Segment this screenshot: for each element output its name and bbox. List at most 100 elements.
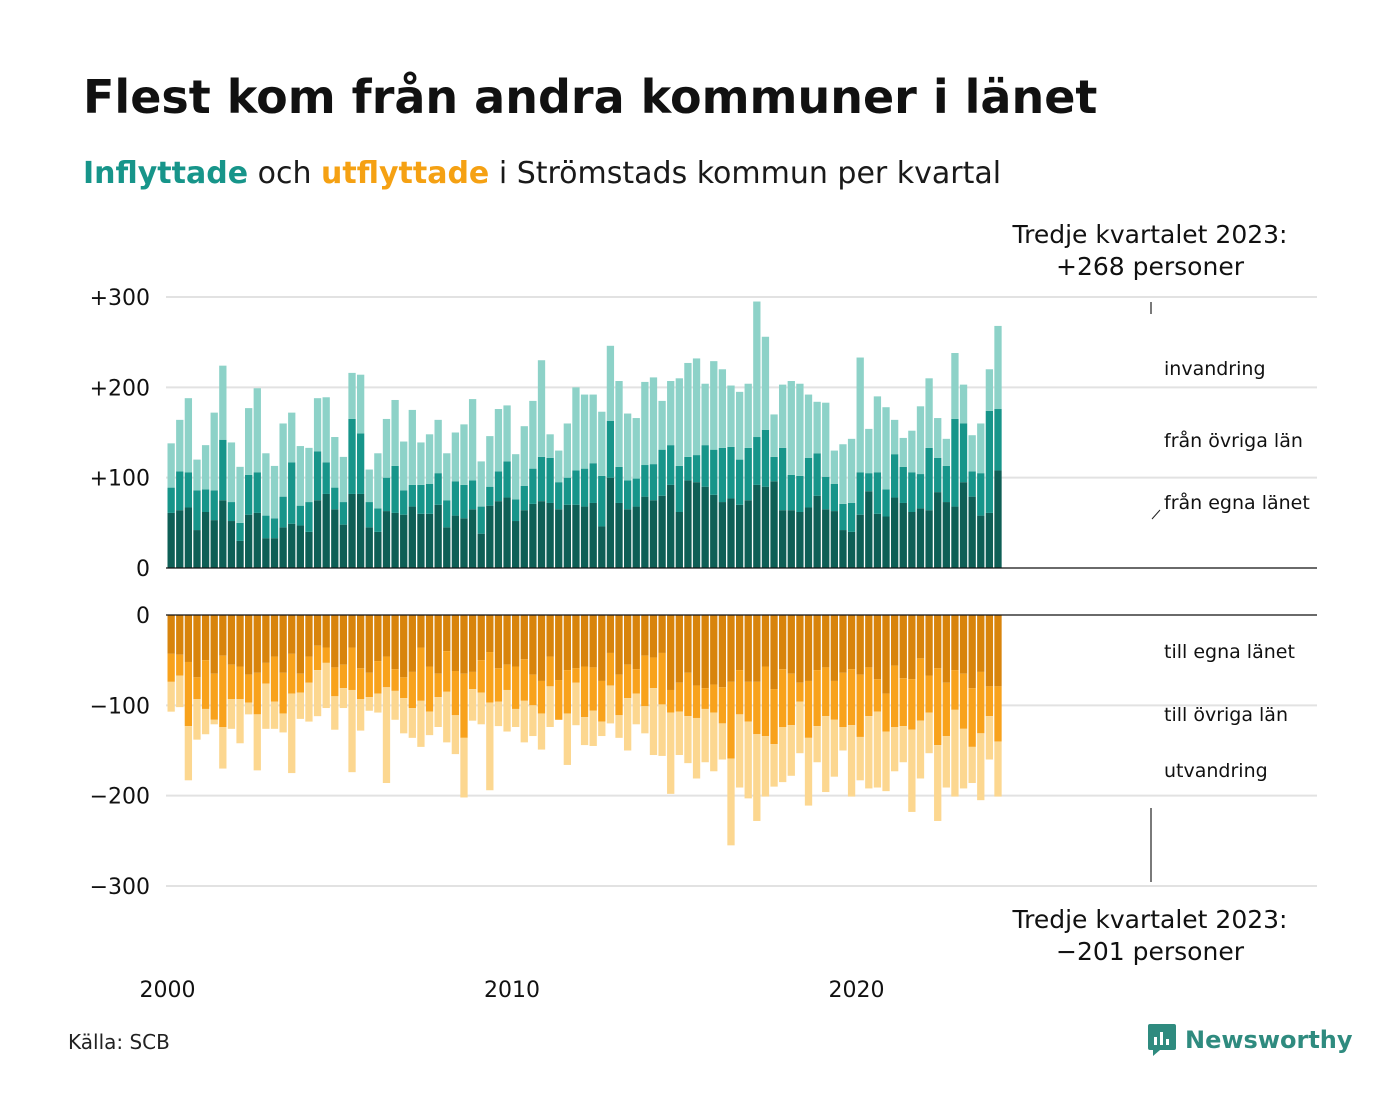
bar-out-same-county	[916, 615, 925, 659]
bar-in-other-county	[219, 439, 227, 501]
bar-in-immigration	[425, 434, 434, 484]
bar-out-emigration	[451, 715, 460, 755]
bar-out-other-county	[649, 657, 658, 689]
bar-out-emigration	[356, 699, 365, 731]
subtitle-inflow-keyword: Inflyttade	[83, 156, 249, 191]
bar-out-same-county	[735, 615, 744, 671]
bar-out-emigration	[572, 682, 580, 726]
bar-out-same-county	[322, 615, 330, 648]
bar-out-other-county	[942, 682, 950, 737]
bar-in-same-county	[873, 513, 882, 568]
bar-out-other-county	[968, 688, 976, 747]
source-note: Källa: SCB	[68, 1030, 170, 1054]
bar-out-other-county	[916, 658, 925, 721]
bar-in-other-county	[184, 472, 193, 508]
bar-in-immigration	[580, 394, 589, 469]
bar-out-other-county	[512, 666, 520, 709]
newsworthy-logo-icon	[1148, 1024, 1176, 1056]
annotation-bottom-line2: −201 personer	[1056, 937, 1245, 966]
bar-in-other-county	[830, 483, 839, 512]
bar-out-same-county	[227, 615, 236, 665]
bar-out-same-county	[391, 615, 399, 670]
bar-out-other-county	[796, 682, 804, 702]
bar-out-emigration	[761, 736, 770, 797]
bar-in-other-county	[296, 505, 304, 526]
bar-in-other-county	[580, 468, 589, 507]
bar-in-immigration	[649, 377, 658, 465]
bar-out-same-county	[761, 615, 770, 667]
bar-out-emigration	[839, 727, 847, 751]
bar-out-same-county	[787, 615, 795, 674]
bar-out-same-county	[899, 615, 907, 679]
bar-in-immigration	[546, 434, 554, 458]
bar-in-other-county	[623, 480, 632, 510]
bar-out-other-county	[727, 681, 735, 759]
bar-out-other-county	[288, 653, 296, 694]
bar-in-same-county	[572, 504, 580, 568]
bar-out-other-county	[882, 693, 890, 732]
legend-out-emigration: utvandring	[1164, 760, 1268, 782]
bar-out-other-county	[305, 656, 313, 683]
bar-out-same-county	[382, 615, 391, 657]
bar-out-other-county	[382, 656, 391, 688]
bar-in-same-county	[167, 512, 175, 568]
bar-in-same-county	[580, 506, 589, 568]
bar-in-same-county	[641, 496, 649, 568]
bar-out-same-county	[994, 615, 1002, 687]
bar-out-other-county	[348, 647, 356, 690]
bar-in-other-county	[968, 471, 976, 497]
bar-in-other-county	[615, 466, 623, 503]
bar-out-other-county	[262, 662, 270, 684]
bar-in-immigration	[512, 454, 520, 500]
bar-out-other-county	[296, 673, 304, 693]
bar-out-other-county	[761, 666, 770, 737]
bar-in-other-county	[632, 478, 640, 507]
bar-in-other-county	[460, 484, 468, 519]
bar-in-other-county	[658, 449, 666, 496]
bar-out-same-county	[193, 615, 201, 678]
bar-in-same-county	[890, 497, 899, 568]
bar-out-same-county	[580, 615, 589, 667]
bar-in-immigration	[804, 394, 813, 458]
bar-in-immigration	[761, 336, 770, 430]
bar-out-same-county	[512, 615, 520, 667]
bar-out-other-county	[623, 664, 632, 699]
bar-in-other-county	[606, 420, 615, 478]
bar-out-same-county	[425, 615, 434, 667]
bar-in-same-county	[589, 502, 597, 568]
bar-out-same-county	[339, 615, 348, 665]
bar-in-same-county	[262, 538, 270, 568]
bar-in-same-county	[606, 477, 615, 568]
bar-out-other-county	[546, 656, 554, 687]
bar-in-same-county	[193, 530, 201, 568]
bar-out-other-county	[899, 678, 907, 727]
bar-in-immigration	[667, 381, 675, 446]
bar-in-same-county	[710, 494, 718, 568]
bar-in-other-county	[667, 445, 675, 485]
bar-out-same-county	[270, 615, 279, 657]
bar-out-other-county	[822, 667, 830, 717]
bar-in-immigration	[641, 381, 649, 466]
bar-in-same-county	[348, 493, 356, 568]
bar-out-same-county	[598, 615, 606, 681]
bar-in-immigration	[830, 450, 839, 484]
bar-out-other-county	[641, 655, 649, 707]
bar-out-other-county	[443, 651, 451, 692]
bar-in-immigration	[813, 401, 821, 454]
bar-out-other-county	[856, 674, 864, 737]
bar-in-same-county	[779, 510, 787, 568]
bar-out-other-county	[615, 674, 623, 716]
bar-out-same-county	[451, 615, 460, 672]
bar-out-emigration	[348, 689, 356, 773]
bar-out-other-county	[339, 664, 348, 689]
bar-out-other-county	[744, 681, 752, 722]
bar-out-emigration	[779, 727, 787, 783]
legend-out-other-county: till övriga län	[1164, 704, 1288, 726]
bar-in-same-county	[477, 533, 485, 568]
y-tick-label-out: −100	[90, 694, 150, 719]
bar-out-other-county	[813, 670, 821, 727]
bar-in-same-county	[675, 511, 683, 568]
bar-out-other-county	[176, 654, 184, 676]
bar-out-emigration	[382, 687, 391, 784]
bar-in-other-county	[908, 472, 916, 512]
